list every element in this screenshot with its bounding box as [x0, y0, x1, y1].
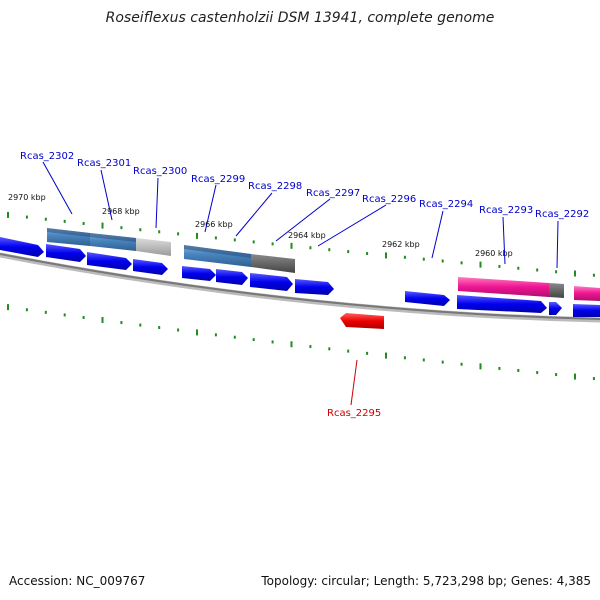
scale-label: 2968 kbp: [102, 207, 140, 216]
forward-strand-genes: [0, 237, 600, 317]
gene-arrow-forward[interactable]: [295, 279, 334, 295]
gene-label[interactable]: Rcas_2292: [535, 209, 589, 220]
scale-labels: 2970 kbp 2968 kbp 2966 kbp 2964 kbp 2962…: [8, 193, 513, 258]
feature-box-rcas-2301[interactable]: [90, 233, 136, 251]
scale-label: 2964 kbp: [288, 231, 326, 240]
gene-label[interactable]: Rcas_2302: [20, 151, 74, 162]
scale-ticks-upper: [7, 211, 595, 277]
feature-box-rcas-2300[interactable]: [136, 238, 171, 256]
gene-arrow-forward[interactable]: [405, 291, 450, 306]
gene-arrow-forward[interactable]: [457, 295, 547, 313]
feature-track: [47, 228, 600, 301]
gene-arrow-forward[interactable]: [46, 244, 86, 262]
gene-labels: Rcas_2302 Rcas_2301 Rcas_2300 Rcas_2299 …: [20, 151, 589, 419]
gene-arrow-forward[interactable]: [573, 304, 600, 317]
gene-arrow-forward[interactable]: [216, 269, 248, 285]
gene-label[interactable]: Rcas_2294: [419, 199, 473, 210]
gene-label[interactable]: Rcas_2300: [133, 166, 187, 177]
gene-arrow-forward[interactable]: [182, 266, 216, 281]
gene-arrow-forward[interactable]: [0, 237, 44, 257]
gene-arrow-forward[interactable]: [250, 273, 293, 291]
gene-label[interactable]: Rcas_2299: [191, 174, 245, 185]
feature-box-rcas-2293[interactable]: [458, 277, 549, 297]
feature-box-rcas-2292[interactable]: [574, 286, 600, 301]
reverse-strand-genes: [340, 313, 384, 329]
scale-label: 2970 kbp: [8, 193, 46, 202]
feature-box-rcas-2293b[interactable]: [549, 283, 564, 298]
feature-box-rcas-2299[interactable]: [184, 245, 251, 267]
gene-arrow-forward[interactable]: [133, 259, 168, 275]
gene-label[interactable]: Rcas_2296: [362, 194, 416, 205]
gene-arrow-reverse[interactable]: [340, 313, 384, 329]
genome-summary-text: Topology: circular; Length: 5,723,298 bp…: [261, 574, 591, 588]
scale-label: 2966 kbp: [195, 220, 233, 229]
feature-box-rcas-2298[interactable]: [251, 254, 295, 273]
gene-arrow-forward[interactable]: [549, 302, 562, 315]
genome-backbone: [0, 252, 600, 323]
gene-label[interactable]: Rcas_2295: [327, 408, 381, 419]
map-title: Roseiflexus castenholzii DSM 13941, comp…: [105, 10, 495, 26]
gene-label[interactable]: Rcas_2301: [77, 158, 131, 169]
feature-box-rcas-2302[interactable]: [47, 228, 90, 246]
gene-label[interactable]: Rcas_2298: [248, 181, 302, 192]
label-leader-lines: [42, 161, 559, 406]
accession-text: Accession: NC_009767: [9, 574, 146, 588]
gene-label[interactable]: Rcas_2293: [479, 205, 533, 216]
gene-arrow-forward[interactable]: [87, 252, 132, 270]
scale-label: 2960 kbp: [475, 249, 513, 258]
scale-ticks-lower: [7, 304, 595, 381]
gene-label[interactable]: Rcas_2297: [306, 188, 360, 199]
scale-label: 2962 kbp: [382, 240, 420, 249]
